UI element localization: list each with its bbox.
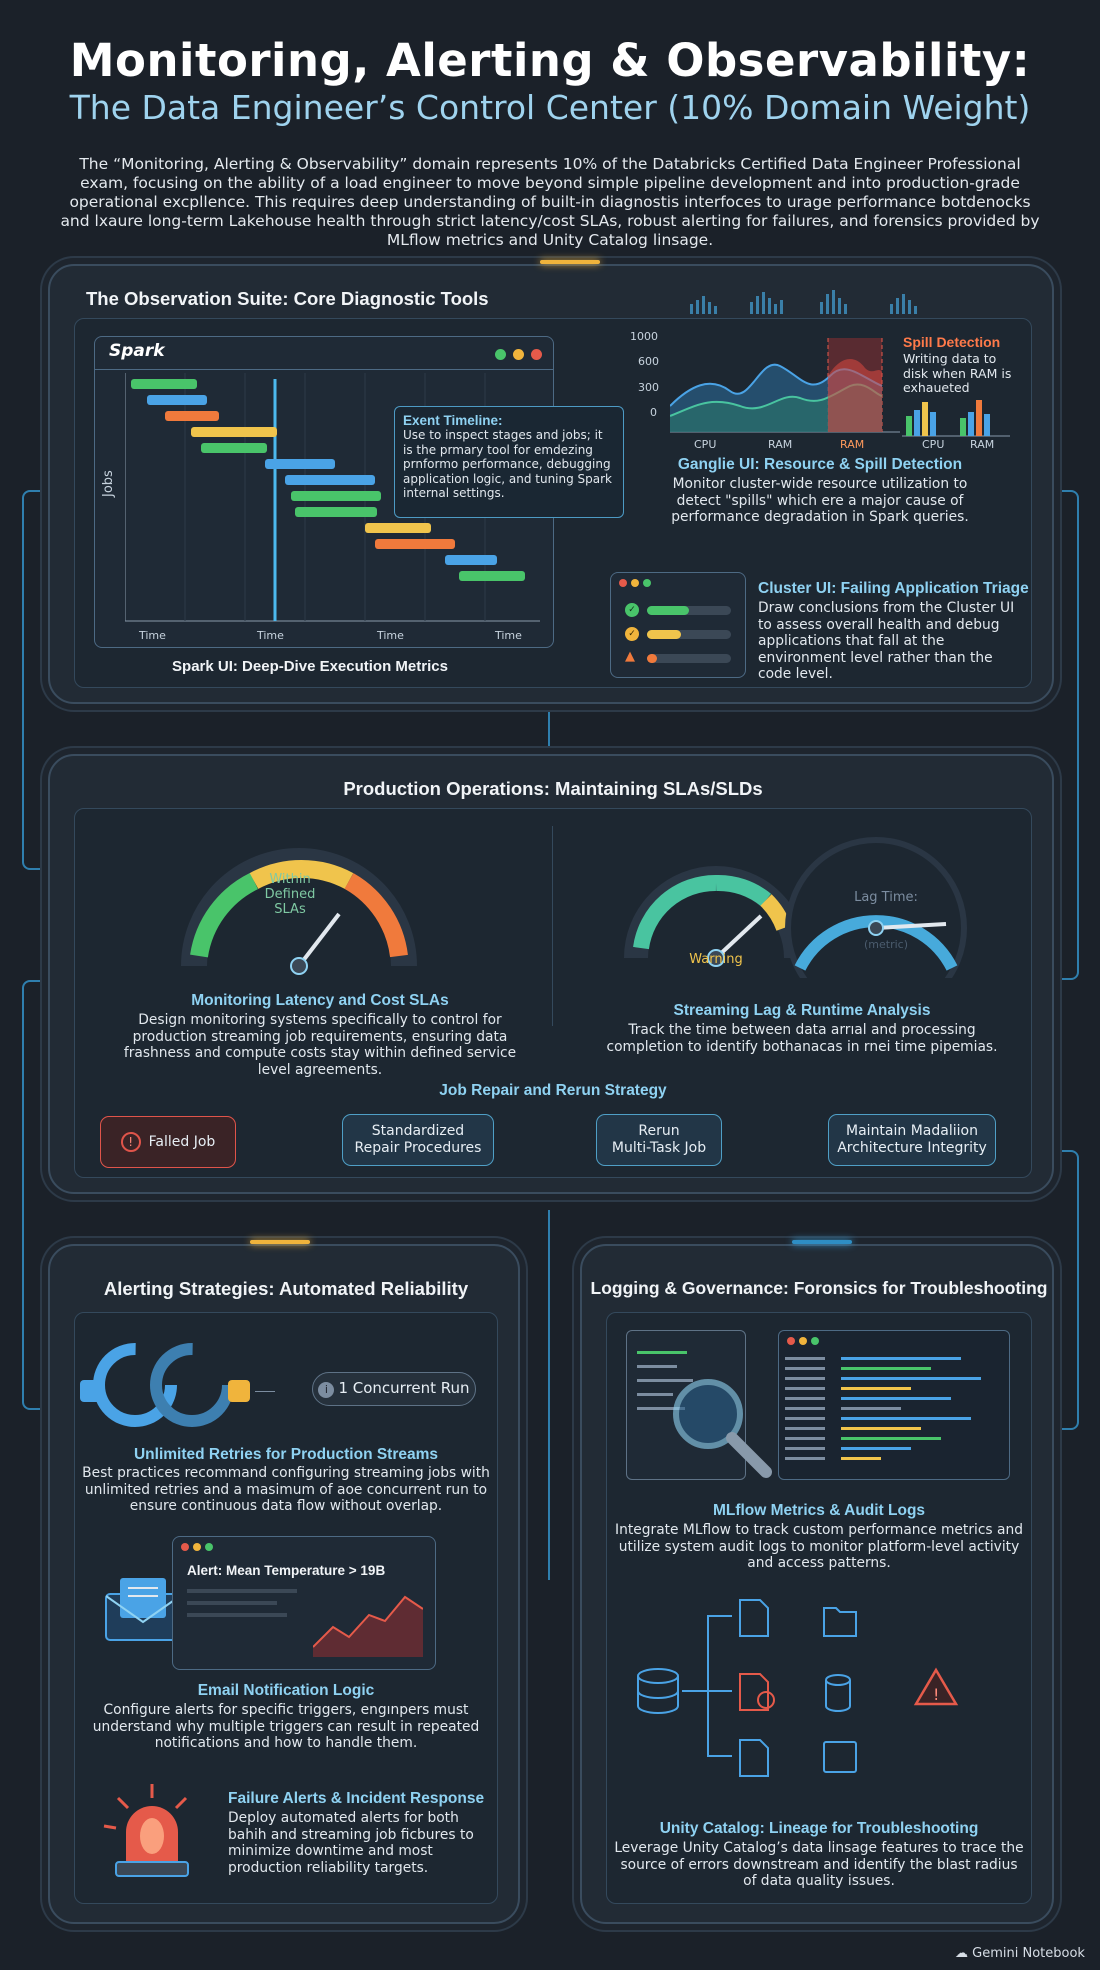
failure-text: Deploy automated alerts for both bahih a…: [228, 1810, 474, 1876]
event-timeline-callout: Exent Timeline: Use to inspect stages an…: [394, 406, 624, 518]
spill-text: Writing data to disk when RAM is exhauet…: [903, 351, 1012, 395]
latency-text: Design monitoring systems specifically t…: [123, 1012, 517, 1078]
mlflow-heading: MLflow Metrics & Audit Logs: [712, 1502, 926, 1519]
repair-procedures-step: Standardized Repair Procedures: [342, 1114, 494, 1166]
lag-text: Track the time between data arrıal and p…: [606, 1022, 998, 1055]
lag-heading: Streaming Lag & Runtime Analysis: [673, 1002, 931, 1019]
uc-heading: Unity Catalog: Lineage for Troubleshooti…: [659, 1820, 979, 1837]
retries-heading: Unlimited Retries for Production Streams: [133, 1446, 439, 1463]
magnifier-icon: [673, 1379, 772, 1478]
failed-job-step: ! Falled Job: [100, 1116, 236, 1168]
gauge-sublabel: (metric): [863, 938, 908, 951]
connector-wire: [22, 490, 46, 870]
x-tick: Time: [377, 629, 404, 642]
bar-tick: RAM: [970, 438, 995, 451]
database-icon: [637, 1668, 679, 1714]
mlflow-text: Integrate MLflow to track custom perform…: [615, 1522, 1023, 1571]
cluster-ui-window: ✓ ✓ ▲: [610, 572, 746, 678]
x-tick: Time: [495, 629, 522, 642]
svg-text:!: !: [933, 1685, 939, 1704]
alert-trend-chart: [313, 1595, 423, 1657]
x-tick: RAM: [768, 438, 793, 451]
ok-icon: ✓: [625, 603, 639, 617]
section-title: Alerting Strategies: Automated Reliabili…: [103, 1278, 469, 1299]
callout-text: Use to inspect stages and jobs; it is th…: [403, 428, 613, 500]
alert-icon: !: [120, 1132, 141, 1152]
medallion-step: Maintain Madaliion Architecture Integrit…: [828, 1114, 996, 1166]
gemini-logo-icon: ☁: [955, 1946, 973, 1961]
alert-condition: Alert: Mean Temperature > 19B: [187, 1563, 386, 1578]
page-title: Monitoring, Alerting & Observability:: [69, 34, 1031, 87]
x-tick: Time: [257, 629, 284, 642]
connector-wire: [548, 710, 550, 760]
cluster-heading: Cluster UI: Failing Application Triage: [758, 580, 1029, 597]
gauge-label: Warning: [689, 952, 743, 967]
connector-wire: [1055, 1150, 1079, 1430]
y-axis-label: Jobs: [101, 470, 116, 497]
info-icon: i: [318, 1382, 335, 1398]
production-operations-panel: Production Operations: Maintaining SLAs/…: [48, 754, 1054, 1194]
ganglia-bar-chart: [902, 400, 1010, 437]
x-tick: RAM: [840, 438, 865, 451]
uc-text: Leverage Unity Catalog’s data linsage fe…: [614, 1840, 1024, 1889]
section-title: The Observation Suite: Core Diagnostic T…: [86, 288, 489, 309]
spill-title: Spill Detection: [903, 334, 1001, 350]
connector-wire: [548, 1210, 550, 1580]
concurrent-label: 1 Concurrent Run: [338, 1379, 470, 1397]
intro-paragraph: The “Monitoring, Alerting & Observabilit…: [60, 155, 1040, 249]
ganglia-text: Monitor cluster-wide resource utilizatio…: [671, 476, 969, 525]
waveform-icon: [690, 290, 917, 314]
gauge-label: Within Defined SLAs: [264, 872, 316, 917]
window-dot-yellow: [513, 349, 524, 360]
section-title: Logging & Governance: Foronsics for Trou…: [590, 1278, 1048, 1298]
step-label: Falled Job: [148, 1133, 216, 1150]
connector-wire: [1055, 490, 1079, 980]
retries-text: Best practices recommand configuring str…: [82, 1465, 490, 1514]
spark-ui-caption: Spark UI: Deep-Dive Execution Metrics: [172, 658, 448, 675]
latency-heading: Monitoring Latency and Cost SLAs: [191, 992, 449, 1009]
logging-governance-panel: Logging & Governance: Foronsics for Trou…: [580, 1240, 1054, 1924]
connector-wire: [22, 980, 46, 1410]
x-tick: CPU: [694, 438, 717, 451]
bar-tick: CPU: [922, 438, 945, 451]
alerting-strategies-panel: Alerting Strategies: Automated Reliabili…: [48, 1240, 520, 1924]
page-subtitle: The Data Engineer’s Control Center (10% …: [69, 88, 1031, 127]
spark-logo: Spark: [109, 341, 165, 361]
lineage-graph: !: [637, 1599, 959, 1777]
y-tick: 0: [650, 406, 657, 419]
window-dot-red: [531, 349, 542, 360]
sla-gauge: [181, 848, 417, 975]
email-text: Configure alerts for specific triggers, …: [92, 1702, 480, 1751]
footer-brand: ☁ Gemini Notebook: [955, 1946, 1085, 1961]
email-icon: [105, 1578, 181, 1641]
callout-title: Exent Timeline:: [403, 413, 503, 428]
repair-heading: Job Repair and Rerun Strategy: [439, 1082, 667, 1099]
observation-suite-panel: The Observation Suite: Core Diagnostic T…: [48, 260, 1054, 704]
y-tick: 1000: [630, 330, 658, 343]
y-tick: 600: [638, 355, 659, 368]
cluster-text: Draw conclusions from the Cluster UI to …: [758, 600, 1015, 682]
ganglia-heading: Ganglie UI: Resource & Spill Detection: [677, 456, 963, 473]
x-tick: Time: [139, 629, 166, 642]
failure-heading: Failure Alerts & Incident Response: [228, 1790, 485, 1807]
lag-time-gauge: [785, 837, 967, 978]
siren-icon: [103, 1784, 189, 1877]
retry-cycle-icon: [80, 1343, 250, 1427]
window-dot-green: [495, 349, 506, 360]
audit-log-window: [778, 1330, 1010, 1480]
section-title: Production Operations: Maintaining SLAs/…: [343, 778, 763, 799]
gauge-label: Lag Time:: [854, 890, 918, 905]
warning-icon: ▲: [625, 649, 635, 664]
email-heading: Email Notification Logic: [197, 1682, 375, 1699]
y-tick: 300: [638, 381, 659, 394]
ok-icon: ✓: [625, 627, 639, 641]
alert-window: Alert: Mean Temperature > 19B: [172, 1536, 436, 1670]
rerun-step: Rerun Multi-Task Job: [596, 1114, 722, 1166]
ganglia-area-chart: [670, 338, 900, 433]
footer-label: Gemini Notebook: [972, 1946, 1085, 1961]
